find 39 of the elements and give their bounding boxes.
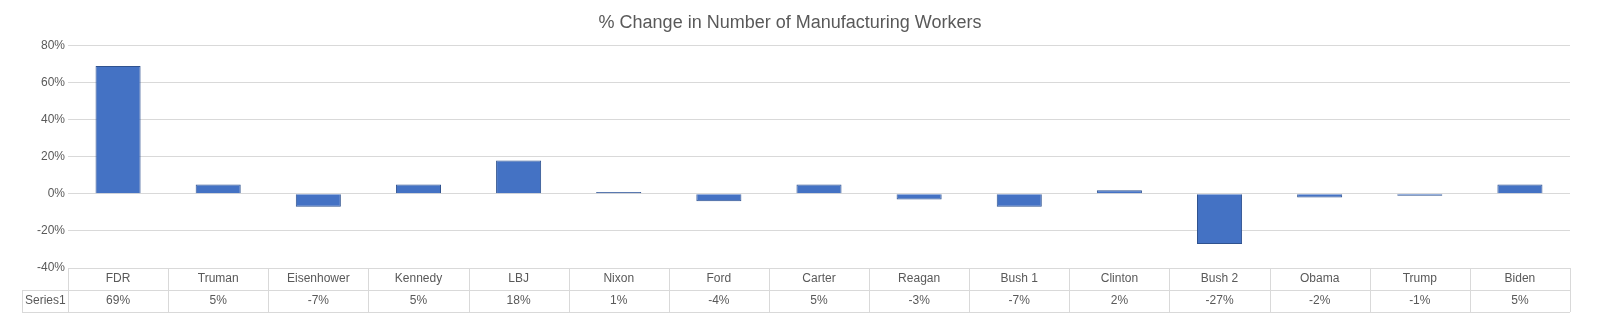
x-tick-label: Bush 2 [1200,271,1239,286]
y-tick-label: 80% [40,37,66,52]
chart-title: % Change in Number of Manufacturing Workers [598,11,982,32]
y-tick-label: 40% [40,112,66,127]
data-label: -7% [1008,293,1031,308]
data-label: -4% [708,293,730,308]
data-label: -1% [1409,293,1431,308]
x-tick-label: Clinton [1100,271,1139,286]
x-tick-label: LBJ [508,271,529,286]
y-tick-label: 60% [40,74,66,89]
data-label: 5% [810,293,828,308]
data-label: 69% [106,293,131,308]
x-tick-label: Obama [1299,271,1340,286]
data-label: 1% [610,293,628,308]
x-tick-label: FDR [105,271,131,286]
x-tick-label: Truman [197,271,239,286]
x-tick-label: Reagan [898,271,941,286]
x-tick-label: Ford [706,271,732,286]
x-tick-label: Bush 1 [1000,271,1039,286]
y-tick-label: -40% [36,260,66,275]
data-label: 5% [409,293,428,308]
data-label: -2% [1308,293,1331,308]
data-label: 18% [506,293,531,308]
text: Series1 [25,293,67,308]
data-label: 5% [1511,293,1529,308]
data-label: -3% [908,293,931,308]
x-tick-label: Nixon [603,271,635,286]
x-tick-label: Biden [1504,271,1536,286]
y-tick-label: 20% [40,149,66,164]
x-tick-label: Kennedy [394,271,443,286]
data-label: 2% [1110,293,1129,308]
x-tick-label: Trump [1402,271,1438,286]
x-tick-label: Eisenhower [286,271,350,286]
data-label: -7% [307,293,330,308]
x-tick-label: Carter [802,271,836,286]
data-label: 5% [209,293,228,308]
y-tick-label: 0% [47,186,66,201]
data-label: -27% [1205,293,1234,308]
y-tick-label: -20% [36,223,66,238]
